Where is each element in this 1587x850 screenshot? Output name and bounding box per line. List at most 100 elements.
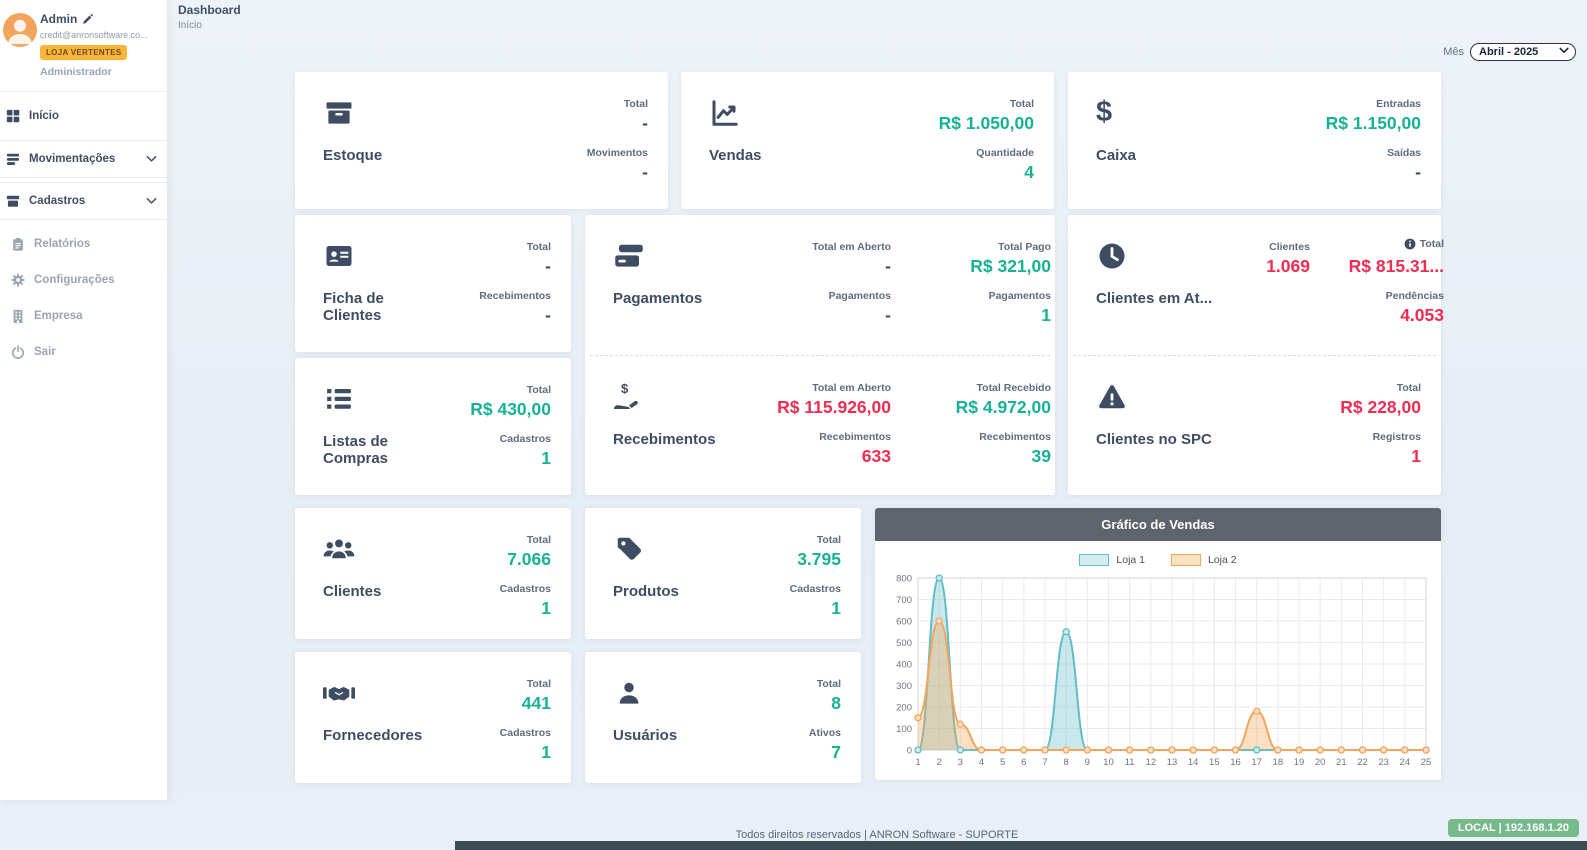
stat-value: R$ 4.972,00	[956, 397, 1051, 418]
archive-icon	[6, 194, 20, 208]
legend-item[interactable]: Loja 1	[1079, 554, 1145, 566]
card-title: Estoque	[323, 147, 473, 164]
info-icon[interactable]	[1404, 238, 1416, 250]
stat-label: Recebimentos	[979, 431, 1051, 443]
svg-text:5: 5	[1000, 757, 1005, 768]
svg-text:10: 10	[1103, 757, 1114, 768]
id-card-icon	[323, 241, 427, 275]
chevron-down-icon	[146, 155, 157, 163]
building-icon	[11, 309, 25, 323]
svg-text:500: 500	[896, 638, 912, 649]
stat-label: Saídas	[1387, 147, 1421, 159]
month-select[interactable]: Abril - 2025	[1470, 43, 1576, 61]
user-email: credit@anronsoftware.co...	[40, 30, 162, 40]
credit-cards-icon	[613, 241, 763, 275]
stat-value: -	[479, 305, 551, 326]
grid-icon	[6, 109, 20, 123]
svg-text:12: 12	[1146, 757, 1157, 768]
sidebar-item-movimentacoes[interactable]: Movimentações	[0, 140, 167, 178]
stat-value: 1	[500, 598, 551, 619]
sidebar-item-relatorios[interactable]: Relatórios	[0, 226, 167, 262]
sidebar-item-configuracoes[interactable]: Configurações	[0, 262, 167, 298]
stat-value: 1	[500, 448, 551, 469]
stat-label: Pagamentos	[829, 290, 891, 302]
svg-text:2: 2	[937, 757, 942, 768]
card-title: Usuários	[613, 727, 717, 744]
sidebar-nav: Início Movimentações Cadastros	[0, 98, 167, 370]
stat-label: Total	[527, 241, 551, 253]
user-role: Administrador	[40, 66, 159, 78]
user-icon	[613, 678, 717, 712]
stat-value: R$ 321,00	[970, 256, 1051, 277]
stat-label: Total	[624, 98, 648, 110]
sidebar-item-label: Sair	[34, 346, 56, 358]
sales-chart-svg[interactable]: 0100200300400500600700800123456789101112…	[882, 570, 1434, 774]
stat-label: Total	[527, 678, 551, 690]
card-clientes[interactable]: Clientes Total7.066 Cadastros1	[295, 508, 571, 639]
card-title: Clientes em At...	[1096, 290, 1246, 307]
card-pagamentos-recebimentos[interactable]: Pagamentos Total em Aberto- Pagamentos- …	[585, 215, 1055, 495]
stat-label: Total	[527, 384, 551, 396]
card-title: Clientes	[323, 583, 427, 600]
svg-text:800: 800	[896, 574, 912, 585]
svg-text:400: 400	[896, 660, 912, 671]
card-usuarios[interactable]: Usuários Total8 Ativos7	[585, 652, 861, 783]
stat-value: R$ 228,00	[1340, 397, 1421, 418]
edit-pencil-icon[interactable]	[82, 14, 93, 25]
stat-value: 633	[819, 446, 891, 467]
svg-text:9: 9	[1085, 757, 1090, 768]
stat-value: 3.795	[797, 549, 841, 570]
sidebar-item-sair[interactable]: Sair	[0, 334, 167, 370]
card-fornecedores[interactable]: Fornecedores Total441 Cadastros1	[295, 652, 571, 783]
section-clientes-spc: Clientes no SPC TotalR$ 228,00 Registros…	[1068, 356, 1441, 496]
sidebar: Admin credit@anronsoftware.co... LOJA VE…	[0, 0, 167, 800]
section-clientes-atraso: Clientes em At... Clientes1.069 Total R$…	[1068, 215, 1441, 355]
stat-value: -	[624, 113, 648, 134]
card-title: Listas de Compras	[323, 433, 427, 468]
stat-value: 7	[809, 742, 841, 763]
sidebar-item-inicio[interactable]: Início	[0, 98, 167, 134]
stat-value: 1.069	[1266, 256, 1310, 277]
list-icon	[323, 384, 427, 418]
layers-icon	[6, 152, 20, 166]
card-title: Ficha de Clientes	[323, 290, 427, 325]
legend-swatch	[1079, 554, 1109, 566]
card-vendas[interactable]: Vendas TotalR$ 1.050,00 Quantidade4	[681, 72, 1054, 209]
card-title: Fornecedores	[323, 727, 427, 744]
stat-value: R$ 815.31...	[1349, 256, 1444, 277]
stat-label: Cadastros	[500, 727, 551, 739]
users-icon	[323, 534, 427, 568]
card-estoque[interactable]: Estoque Total- Movimentos-	[295, 72, 668, 209]
sidebar-item-label: Movimentações	[29, 153, 115, 165]
svg-text:4: 4	[979, 757, 984, 768]
month-label: Mês	[1443, 46, 1464, 58]
legend-label: Loja 1	[1116, 554, 1145, 566]
sidebar-item-label: Relatórios	[34, 238, 90, 250]
card-ficha-clientes[interactable]: Ficha de Clientes Total- Recebimentos-	[295, 215, 571, 352]
stat-label: Cadastros	[500, 583, 551, 595]
clock-icon	[1096, 241, 1246, 275]
svg-text:24: 24	[1400, 757, 1411, 768]
stat-label: Registros	[1373, 431, 1421, 443]
card-produtos[interactable]: Produtos Total3.795 Cadastros1	[585, 508, 861, 639]
sidebar-item-cadastros[interactable]: Cadastros	[0, 182, 167, 220]
hand-dollar-icon: $	[613, 382, 763, 416]
sidebar-item-empresa[interactable]: Empresa	[0, 298, 167, 334]
svg-text:8: 8	[1064, 757, 1069, 768]
legend-item[interactable]: Loja 2	[1171, 554, 1237, 566]
section-recebimentos: $ Recebimentos Total em AbertoR$ 115.926…	[585, 356, 1055, 496]
stat-value: R$ 115.926,00	[777, 397, 891, 418]
card-listas-compras[interactable]: Listas de Compras TotalR$ 430,00 Cadastr…	[295, 358, 571, 495]
chart-line-icon	[709, 98, 859, 132]
card-atraso-spc[interactable]: Clientes em At... Clientes1.069 Total R$…	[1068, 215, 1441, 495]
sidebar-item-label: Empresa	[34, 310, 83, 322]
stat-label: Recebimentos	[479, 290, 551, 302]
stat-value: -	[587, 162, 648, 183]
dollar-icon: $	[1096, 98, 1246, 132]
card-caixa[interactable]: $ Caixa EntradasR$ 1.150,00 Saídas-	[1068, 72, 1441, 209]
power-icon	[11, 345, 25, 359]
section-pagamentos: Pagamentos Total em Aberto- Pagamentos- …	[585, 215, 1055, 355]
legend-label: Loja 2	[1208, 554, 1237, 566]
card-title: Clientes no SPC	[1096, 431, 1246, 448]
stat-value: -	[1387, 162, 1421, 183]
